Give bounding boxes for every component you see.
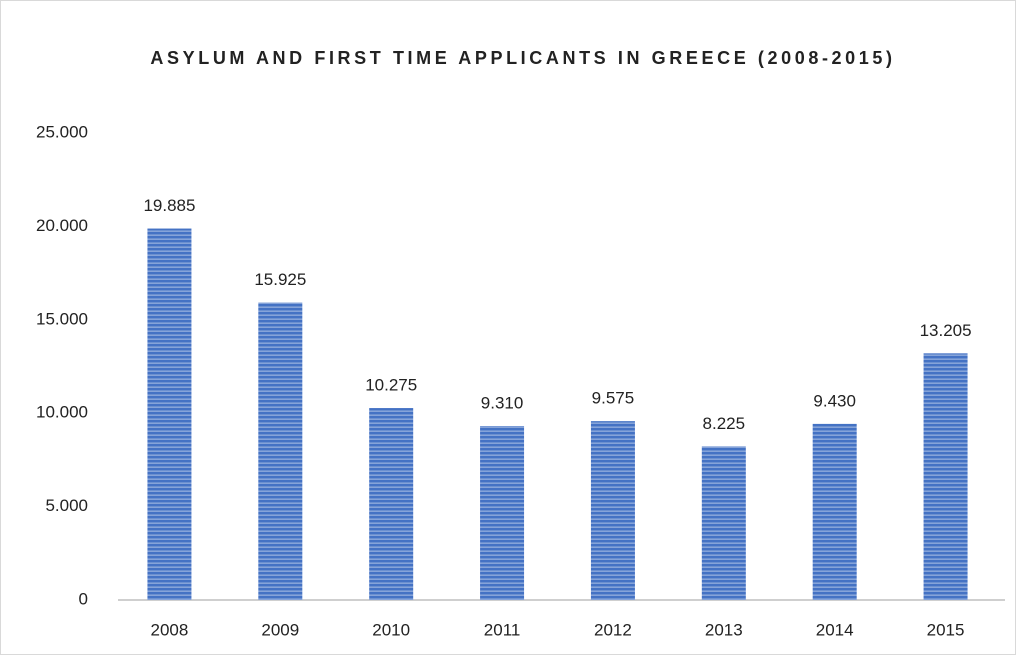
bar — [701, 446, 746, 600]
y-tick-label: 0 — [79, 589, 88, 608]
y-tick-label: 15.000 — [36, 309, 88, 328]
x-tick-label: 2008 — [151, 620, 189, 639]
bar — [258, 302, 303, 600]
x-tick-label: 2009 — [261, 620, 299, 639]
y-tick-label: 5.000 — [45, 496, 88, 515]
x-tick-label: 2012 — [594, 620, 632, 639]
data-label: 9.575 — [592, 389, 635, 408]
y-tick-label: 10.000 — [36, 403, 88, 422]
x-tick-label: 2010 — [372, 620, 410, 639]
y-tick-label: 20.000 — [36, 216, 88, 235]
bar — [923, 353, 968, 600]
bar — [812, 423, 857, 600]
data-label: 8.225 — [703, 414, 746, 433]
data-label: 13.205 — [920, 321, 972, 340]
y-tick-label: 25.000 — [36, 122, 88, 141]
data-label: 9.430 — [813, 391, 856, 410]
bar — [147, 228, 192, 600]
data-label: 9.310 — [481, 394, 524, 413]
x-tick-label: 2013 — [705, 620, 743, 639]
x-tick-label: 2011 — [484, 620, 521, 639]
data-label: 15.925 — [254, 270, 306, 289]
data-label: 10.275 — [365, 376, 417, 395]
x-tick-label: 2015 — [927, 620, 965, 639]
data-label: 19.885 — [143, 196, 195, 215]
x-tick-label: 2014 — [816, 620, 854, 639]
bar — [369, 408, 414, 600]
chart-title: ASYLUM AND FIRST TIME APPLICANTS IN GREE… — [150, 48, 896, 68]
bar — [480, 426, 525, 600]
bar — [590, 421, 635, 600]
